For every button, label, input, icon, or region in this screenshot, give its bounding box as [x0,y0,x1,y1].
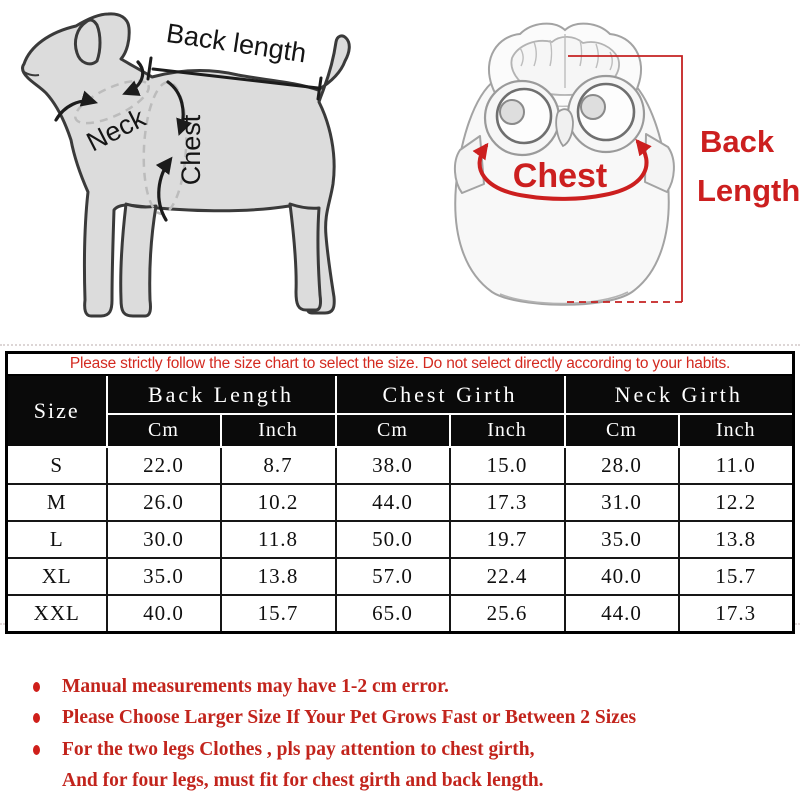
note-text: Manual measurements may have 1-2 cm erro… [62,675,449,697]
note-item: Manual measurements may have 1-2 cm erro… [33,671,773,703]
note-text: For the two legs Clothes , pls pay atten… [62,738,535,760]
column-header-neck-girth: Neck Girth [563,374,795,415]
chest-arrow-icon [166,80,192,136]
owl-beak [555,108,574,148]
unit-header-inch: Inch [448,413,566,448]
value-cell: 11.8 [219,520,337,559]
notes-section: Manual measurements may have 1-2 cm erro… [33,671,773,797]
bullet-icon [33,744,40,755]
value-cell: 35.0 [105,557,222,596]
value-cell: 40.0 [563,557,680,596]
size-cell: XXL [5,594,108,634]
dog-chest-label: Chest [176,114,206,185]
dotted-divider [0,344,800,346]
value-cell: 22.4 [448,557,566,596]
value-cell: 19.7 [448,520,566,559]
note-item-continuation: And for four legs, must fit for chest gi… [33,766,773,798]
bullet-icon [33,681,40,692]
size-cell: XL [5,557,108,596]
column-header-size: Size [5,374,108,448]
dog-ear [73,18,102,66]
value-cell: 31.0 [563,483,680,522]
chest-arrow-icon [155,156,173,222]
unit-header-cm: Cm [563,413,680,448]
value-cell: 38.0 [334,446,451,485]
table-row-m: M 26.0 10.2 44.0 17.3 31.0 12.2 [5,483,795,522]
unit-header-cm: Cm [105,413,222,448]
value-cell: 28.0 [563,446,680,485]
dog-measurement-diagram: Back length Neck Chest [21,12,351,318]
value-cell: 35.0 [563,520,680,559]
garment-back-length-label-line2: Length [697,173,800,208]
table-row-l: L 30.0 11.8 50.0 19.7 35.0 13.8 [5,520,795,559]
bullet-icon [33,713,40,724]
value-cell: 50.0 [334,520,451,559]
value-cell: 12.2 [677,483,795,522]
unit-header-inch: Inch [219,413,337,448]
neck-arrow-icon [54,90,99,122]
note-text: Please Choose Larger Size If Your Pet Gr… [62,707,637,729]
hoodie-hem-line [499,291,629,305]
size-cell: S [5,446,108,485]
dog-rear-far-leg [288,202,322,312]
table-row-xl: XL 35.0 13.8 57.0 22.4 40.0 15.7 [5,557,795,596]
unit-header-inch: Inch [677,413,795,448]
garment-chest-arrow [472,138,652,201]
value-cell: 65.0 [334,594,451,634]
hoodie-right-sleeve [644,133,675,193]
back-length-measure-line [146,56,323,101]
value-cell: 17.3 [677,594,795,634]
dog-back-length-label: Back length [164,18,308,69]
dog-mouth-line [23,71,40,77]
column-header-back-length: Back Length [105,374,337,415]
garment-chest-label: Chest [513,157,607,195]
value-cell: 44.0 [334,483,451,522]
value-cell: 26.0 [105,483,222,522]
note-text: And for four legs, must fit for chest gi… [62,770,544,792]
value-cell: 40.0 [105,594,222,634]
value-cell: 13.8 [677,520,795,559]
value-cell: 22.0 [105,446,222,485]
garment-back-length-label-line1: Back [700,124,775,159]
value-cell: 10.2 [219,483,337,522]
value-cell: 8.7 [219,446,337,485]
size-chart-notice: Please strictly follow the size chart to… [5,351,795,376]
value-cell: 13.8 [219,557,337,596]
size-cell: M [5,483,108,522]
value-cell: 30.0 [105,520,222,559]
size-cell: L [5,520,108,559]
column-header-chest-girth: Chest Girth [334,374,566,415]
dog-front-near-leg [119,202,158,318]
table-row-xxl: XXL 40.0 15.7 65.0 25.6 44.0 17.3 [5,594,795,634]
note-item: Please Choose Larger Size If Your Pet Gr… [33,703,773,735]
neck-arrow-icon [122,60,145,96]
value-cell: 57.0 [334,557,451,596]
table-row-s: S 22.0 8.7 38.0 15.0 28.0 11.0 [5,446,795,485]
garment-measurement-diagram: Chest Back Length [454,22,800,306]
unit-header-cm: Cm [334,413,451,448]
value-cell: 17.3 [448,483,566,522]
size-chart-table: Please strictly follow the size chart to… [5,351,795,634]
garment-back-length-line [565,55,683,303]
note-item: For the two legs Clothes , pls pay atten… [33,734,773,766]
value-cell: 15.7 [219,594,337,634]
value-cell: 15.0 [448,446,566,485]
value-cell: 11.0 [677,446,795,485]
value-cell: 15.7 [677,557,795,596]
value-cell: 25.6 [448,594,566,634]
value-cell: 44.0 [563,594,680,634]
